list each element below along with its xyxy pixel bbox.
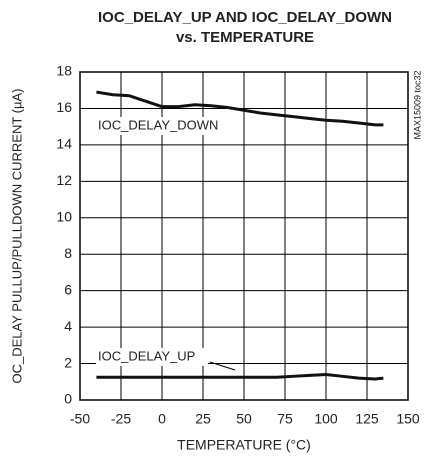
y-tick-label: 6 (64, 281, 72, 297)
x-tick-label: 25 (195, 411, 211, 427)
x-tick-label: 50 (236, 411, 252, 427)
data-line (96, 90, 384, 127)
x-tick-label: 100 (314, 411, 338, 427)
y-tick-label: 0 (64, 391, 72, 407)
y-tick-label: 2 (64, 354, 72, 370)
y-tick-label: 14 (56, 136, 72, 152)
x-tick-label: 0 (158, 411, 166, 427)
y-tick-label: 12 (56, 172, 72, 188)
x-tick-label: 125 (355, 411, 379, 427)
annotation-bg (96, 117, 208, 135)
x-tick-label: 75 (277, 411, 293, 427)
chart-title: IOC_DELAY_UP AND IOC_DELAY_DOWN (98, 9, 392, 26)
y-tick-label: 10 (56, 208, 72, 224)
y-tick-label: 18 (56, 63, 72, 79)
data-line (96, 372, 384, 381)
y-tick-label: 4 (64, 318, 72, 334)
chart-title: vs. TEMPERATURE (176, 29, 314, 46)
annotation-bg (96, 348, 208, 366)
x-tick-label: -25 (111, 411, 131, 427)
y-axis-label: OC_DELAY PULLUP/PULLDOWN CURRENT (µA) (9, 88, 24, 383)
x-tick-label: -50 (70, 411, 90, 427)
x-axis-label: TEMPERATURE (°C) (177, 437, 311, 453)
y-tick-label: 8 (64, 245, 72, 261)
leader-line (209, 361, 236, 371)
y-tick-label: 16 (56, 99, 72, 115)
series-label: IOC_DELAY_DOWN (98, 117, 218, 132)
series-label: IOC_DELAY_UP (98, 348, 195, 363)
plot-frame (79, 71, 409, 401)
side-note: MAX15009 toc32 (412, 70, 422, 139)
x-tick-label: 150 (396, 411, 420, 427)
